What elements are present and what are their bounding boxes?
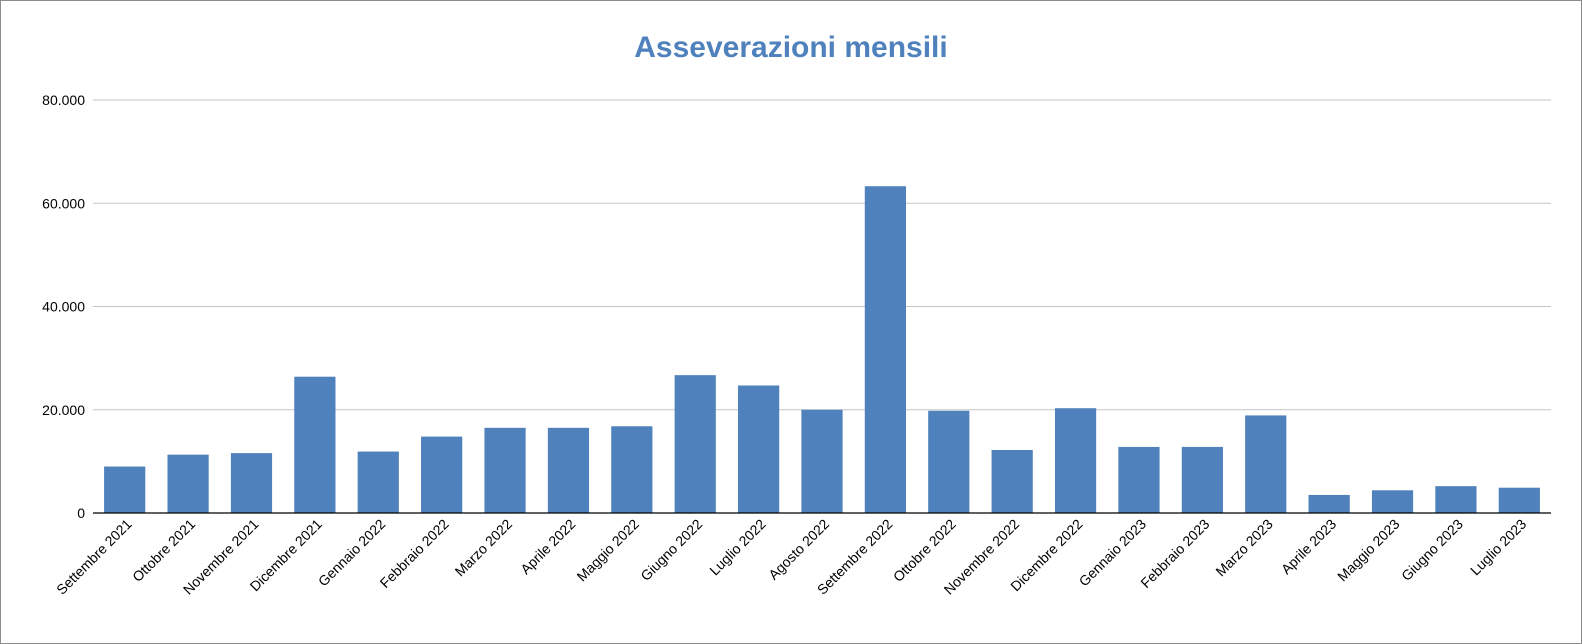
x-tick-label: Aprile 2023 bbox=[1278, 516, 1340, 578]
bar bbox=[1498, 487, 1540, 513]
y-tick-label: 0 bbox=[77, 505, 85, 521]
bar bbox=[547, 427, 590, 513]
y-tick-label: 40.000 bbox=[42, 299, 85, 315]
bar bbox=[294, 376, 336, 513]
gridlines bbox=[93, 99, 1551, 411]
bar bbox=[738, 385, 780, 513]
x-tick-label: Ottobre 2022 bbox=[890, 516, 959, 585]
bar bbox=[928, 410, 970, 513]
x-tick-label: Giugno 2023 bbox=[1398, 516, 1466, 584]
y-axis-ticks: 0 20.000 40.000 60.000 80.000 bbox=[42, 92, 85, 521]
y-tick-label: 20.000 bbox=[42, 402, 85, 418]
x-tick-label: Ottobre 2021 bbox=[129, 516, 198, 585]
x-tick-label: Luglio 2022 bbox=[706, 516, 769, 579]
bar bbox=[421, 436, 463, 513]
bar bbox=[1435, 486, 1477, 513]
x-tick-label: Giugno 2022 bbox=[637, 516, 705, 584]
y-tick-label: 80.000 bbox=[42, 92, 85, 108]
bar bbox=[357, 451, 399, 513]
x-tick-label: Settembre 2021 bbox=[53, 516, 135, 598]
x-tick-label: Maggio 2022 bbox=[573, 516, 642, 585]
x-tick-label: Maggio 2023 bbox=[1334, 516, 1403, 585]
x-tick-label: Agosto 2022 bbox=[765, 516, 832, 583]
x-tick-label: Aprile 2022 bbox=[517, 516, 579, 578]
bar bbox=[1308, 494, 1350, 513]
bar bbox=[991, 450, 1033, 513]
bar bbox=[801, 409, 843, 513]
bar bbox=[1118, 446, 1160, 513]
x-tick-label: Marzo 2022 bbox=[452, 516, 516, 580]
bar bbox=[104, 466, 146, 513]
bar bbox=[864, 186, 906, 513]
y-tick-label: 60.000 bbox=[42, 195, 85, 211]
bar bbox=[1181, 446, 1223, 513]
bar bbox=[230, 453, 273, 513]
bar bbox=[1245, 415, 1287, 513]
chart-title: Asseverazioni mensili bbox=[634, 31, 948, 64]
bar bbox=[167, 454, 209, 513]
bar bbox=[484, 427, 526, 513]
bar bbox=[674, 375, 716, 513]
bar bbox=[611, 426, 653, 513]
bar bbox=[1371, 490, 1414, 513]
x-tick-label: Luglio 2023 bbox=[1467, 516, 1530, 579]
x-tick-label: Marzo 2023 bbox=[1212, 516, 1276, 580]
bar bbox=[1054, 408, 1097, 513]
bars bbox=[104, 186, 1540, 513]
